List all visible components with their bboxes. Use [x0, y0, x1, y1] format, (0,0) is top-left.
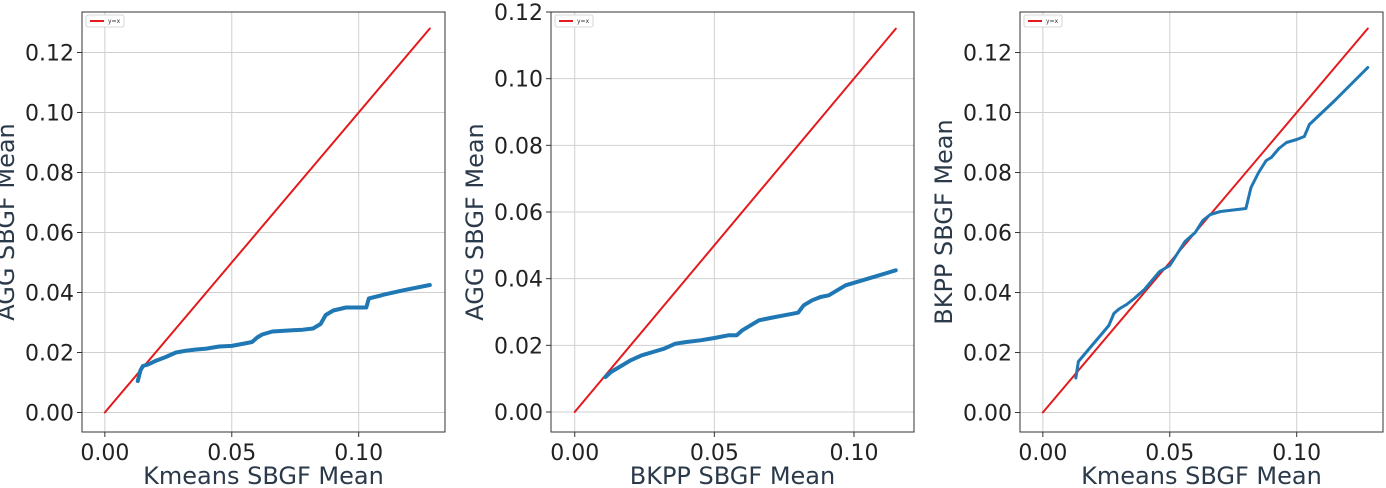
y-tick-label: 0.08: [963, 162, 1012, 187]
y-axis-label: AGG SBGF Mean: [461, 123, 489, 321]
y-tick-label: 0.08: [494, 134, 543, 159]
x-tick-label: 0.05: [1145, 441, 1194, 466]
x-axis-label: Kmeans SBGF Mean: [1081, 462, 1322, 488]
legend-box: [1023, 14, 1063, 28]
y-tick-label: 0.06: [963, 222, 1012, 247]
y-tick-label: 0.04: [963, 282, 1012, 307]
x-tick-label: 0.10: [829, 441, 878, 466]
series-line-yx: [573, 27, 897, 413]
x-tick-label: 0.10: [1272, 441, 1321, 466]
y-tick-label: 0.04: [494, 268, 543, 293]
y-tick-label: 0.10: [25, 102, 74, 127]
plot-frame: [1019, 11, 1384, 433]
y-tick-label: 0.10: [963, 102, 1012, 127]
y-tick-label: 0.00: [963, 402, 1012, 427]
legend: y=x: [1023, 14, 1063, 28]
x-tick-label: 0.05: [207, 441, 256, 466]
y-tick-label: 0.10: [494, 68, 543, 93]
y-tick-label: 0.00: [25, 402, 74, 427]
x-tick-label: 0.05: [690, 441, 739, 466]
y-tick-label: 0.06: [494, 201, 543, 226]
y-tick-label: 0.08: [25, 162, 74, 187]
series-line-yx: [1041, 27, 1369, 414]
y-tick-label: 0.02: [494, 334, 543, 359]
y-tick-label: 0.02: [25, 342, 74, 367]
y-tick-label: 0.12: [494, 1, 543, 26]
plot-frame: [550, 11, 915, 433]
x-axis-label: Kmeans SBGF Mean: [143, 462, 384, 488]
y-axis-label: BKPP SBGF Mean: [930, 119, 958, 324]
y-tick-label: 0.12: [963, 42, 1012, 67]
subplot-1: 0.00 0.05 0.10 0.00 0.02 0.04 0.06 0.08 0.10 0.12…: [0, 11, 446, 488]
y-tick-label: 0.02: [963, 342, 1012, 367]
legend: y=x: [85, 14, 125, 28]
plot-frame: [81, 11, 446, 433]
y-tick-label: 0.00: [494, 401, 543, 426]
x-axis-label: BKPP SBGF Mean: [630, 462, 835, 488]
series-line-data: [1074, 66, 1370, 380]
y-tick-label: 0.04: [25, 282, 74, 307]
x-tick-label: 0.00: [80, 441, 129, 466]
y-axis-label: AGG SBGF Mean: [0, 123, 20, 321]
series-line-yx: [103, 27, 431, 414]
legend: y=x: [554, 14, 594, 28]
legend-label: y=x: [108, 18, 121, 25]
series-line-data: [135, 283, 432, 383]
x-tick-label: 0.10: [334, 441, 383, 466]
legend-box: [554, 14, 594, 28]
subplot-3: 0.00 0.05 0.10 0.00 0.02 0.04 0.06 0.08 0.10 0.12…: [930, 11, 1384, 488]
series-line-data: [603, 268, 898, 379]
subplot-2: 0.00 0.05 0.10 0.00 0.02 0.04 0.06 0.08 0.10 0.12…: [461, 1, 915, 488]
y-tick-label: 0.06: [25, 222, 74, 247]
y-tick-label: 0.12: [25, 42, 74, 67]
legend-label: y=x: [577, 18, 590, 25]
legend-label: y=x: [1046, 18, 1059, 25]
x-tick-label: 0.00: [550, 441, 599, 466]
legend-box: [85, 14, 125, 28]
x-tick-label: 0.00: [1018, 441, 1067, 466]
